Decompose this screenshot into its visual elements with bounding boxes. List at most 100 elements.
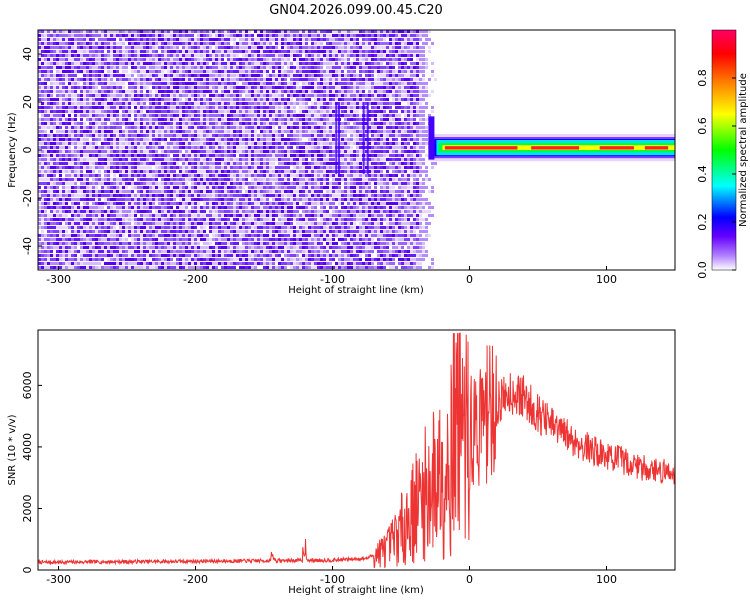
spectrogram-cell [68, 98, 71, 101]
spectrogram-cell [59, 106, 62, 109]
spectrogram-cell [191, 130, 194, 133]
spectrogram-cell [68, 50, 71, 53]
spectrogram-cell [41, 230, 44, 233]
spectrogram-cell [290, 222, 293, 225]
spectrogram-cell [140, 78, 143, 81]
spectrogram-cell [41, 214, 44, 217]
spectrogram-cell [275, 46, 278, 49]
spectrogram-cell [131, 30, 134, 33]
spectrogram-cell [224, 246, 227, 249]
spectrogram-cell [281, 226, 284, 229]
spectrogram-cell [149, 214, 152, 217]
spectrogram-cell [101, 130, 104, 133]
spectrogram-cell [137, 206, 140, 209]
spectrogram-cell [134, 122, 137, 125]
spectrogram-cell [200, 162, 203, 165]
spectrogram-cell [191, 154, 194, 157]
spectrogram-cell [248, 218, 251, 221]
spectrogram-cell [149, 110, 152, 113]
spectrogram-cell [185, 58, 188, 61]
spectrogram-cell [140, 218, 143, 221]
spectrogram-cell [89, 154, 92, 157]
spectrogram-cell [197, 34, 200, 37]
spectrogram-cell [260, 90, 263, 93]
spectrogram-cell [110, 234, 113, 237]
spectrogram-cell [155, 186, 158, 189]
spectrogram-cell [38, 242, 41, 245]
spectrogram-cell [257, 134, 260, 137]
spectrogram-cell [230, 106, 233, 109]
spectrogram-cell [83, 194, 86, 197]
spectrogram-cell [131, 94, 134, 97]
spectrogram-cell [128, 206, 131, 209]
spectrogram-cell [152, 58, 155, 61]
spectrogram-cell [128, 38, 131, 41]
spectrogram-cell [146, 34, 149, 37]
spectrogram-cell [197, 234, 200, 237]
spectrogram-cell [89, 258, 92, 261]
spectrogram-cell [212, 246, 215, 249]
spectrogram-cell [164, 102, 167, 105]
spectrogram-cell [104, 90, 107, 93]
spectrogram-cell [125, 242, 128, 245]
spectrogram-cell [53, 226, 56, 229]
spectrogram-cell [197, 146, 200, 149]
spectrogram-cell [137, 258, 140, 261]
spectrogram-cell [140, 226, 143, 229]
spectrogram-cell [215, 34, 218, 37]
spectrogram-cell [209, 90, 212, 93]
spectrogram-cell [221, 30, 224, 33]
spectrogram-cell [149, 98, 152, 101]
spectrogram-cell [176, 74, 179, 77]
spectrogram-cell [47, 262, 50, 265]
spectrogram-cell [266, 46, 269, 49]
spectrogram-cell [185, 202, 188, 205]
spectrogram-cell [101, 66, 104, 69]
spectrogram-cell [200, 226, 203, 229]
spectrogram-cell [275, 30, 278, 33]
spectrogram-cell [83, 146, 86, 149]
spectrogram-cell [233, 82, 236, 85]
spectrogram-cell [278, 218, 281, 221]
spectrogram-cell [245, 66, 248, 69]
spectrogram-cell [80, 150, 83, 153]
spectrogram-cell [80, 34, 83, 37]
spectrogram-cell [131, 38, 134, 41]
spectrogram-cell [164, 130, 167, 133]
spectrogram-cell [269, 62, 272, 65]
spectrogram-cell [245, 238, 248, 241]
spectrogram-cell [218, 126, 221, 129]
spectrogram-cell [56, 222, 59, 225]
spectrogram-cell [95, 46, 98, 49]
spectrogram-cell [179, 154, 182, 157]
spectrogram-cell [245, 126, 248, 129]
spectrogram-cell [50, 54, 53, 57]
spectrogram-cell [284, 146, 287, 149]
spectrogram-cell [194, 38, 197, 41]
spectrogram-cell [80, 46, 83, 49]
spectrogram-cell [122, 42, 125, 45]
spectrogram-cell [281, 94, 284, 97]
spectrogram-cell [140, 114, 143, 117]
spectrogram-cell [56, 50, 59, 53]
spectrogram-cell [62, 266, 65, 269]
spectrogram-cell [89, 222, 92, 225]
spectrogram-cell [254, 114, 257, 117]
spectrogram-cell [170, 66, 173, 69]
spectrogram-cell [293, 182, 296, 185]
spectrogram-cell [257, 62, 260, 65]
spectrogram-cell [101, 106, 104, 109]
spectrogram-cell [122, 222, 125, 225]
spectrogram-cell [293, 226, 296, 229]
spectrogram-cell [248, 30, 251, 33]
spectrogram-cell [275, 118, 278, 121]
spectrogram-cell [173, 162, 176, 165]
spectrogram-cell [224, 266, 227, 269]
spectrogram-cell [95, 50, 98, 53]
spectrogram-cell [161, 150, 164, 153]
spectrogram-cell [65, 222, 68, 225]
spectrogram-cell [110, 110, 113, 113]
spectrogram-cell [62, 254, 65, 257]
spectrogram-cell [290, 174, 293, 177]
spectrogram-cell [173, 146, 176, 149]
